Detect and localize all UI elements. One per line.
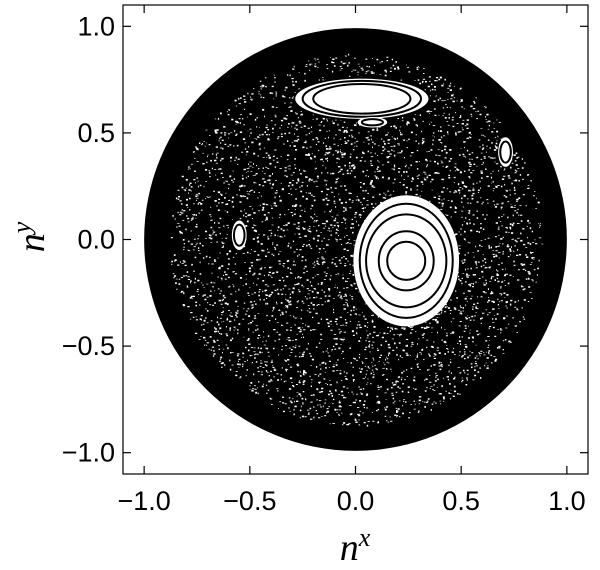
- x-tick-label: −1.0: [117, 486, 170, 516]
- x-axis-title: nx: [340, 523, 371, 569]
- island-right: [353, 195, 460, 327]
- island-small-center: [357, 116, 388, 128]
- y-tick-label: 0.5: [77, 118, 115, 148]
- x-tick-label: 0.5: [442, 486, 480, 516]
- island-right-torus-2: [377, 230, 435, 292]
- x-tick-label: −0.5: [223, 486, 276, 516]
- plot-area: [144, 28, 567, 451]
- y-axis-title: ny: [7, 221, 53, 252]
- x-tick-label: 0.0: [337, 486, 375, 516]
- island-small-center-torus-1: [360, 118, 384, 127]
- island-upper-right: [498, 137, 513, 167]
- island-right-torus-1: [386, 240, 427, 281]
- x-tick-label: 1.0: [548, 486, 586, 516]
- y-tick-label: −0.5: [62, 331, 115, 361]
- island-right-torus-4: [358, 202, 454, 319]
- island-upper-right-torus-1: [499, 140, 512, 164]
- island-left: [231, 220, 247, 251]
- island-top-arc: [293, 76, 431, 121]
- y-tick-label: 0.0: [77, 225, 115, 255]
- island-right-torus-3: [365, 213, 448, 309]
- island-left-torus-1: [232, 223, 246, 247]
- island-top-arc-torus-2: [301, 79, 423, 118]
- island-top-arc-torus-1: [312, 83, 412, 115]
- island-right-region: [353, 195, 460, 327]
- chaotic-sea: [144, 28, 567, 451]
- y-tick-label: 1.0: [77, 11, 115, 41]
- y-tick-label: −1.0: [62, 438, 115, 468]
- axis-ticks: −1.0 −0.5 0.0 0.5 1.0 −1.0 −0.5 0.0 0.5 1.0: [62, 5, 588, 516]
